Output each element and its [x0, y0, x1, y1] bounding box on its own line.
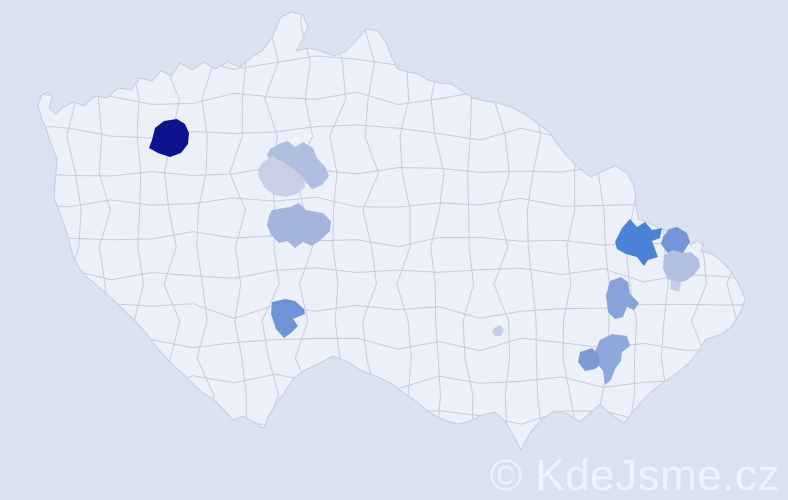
watermark-text: © KdeJsme.cz: [490, 451, 780, 500]
district-highlight-8[interactable]: [663, 250, 700, 284]
district-highlight-13[interactable]: [492, 325, 504, 336]
district-highlight-6[interactable]: [615, 219, 662, 266]
district-highlight-4[interactable]: [267, 203, 331, 248]
district-highlight-11[interactable]: [592, 334, 630, 385]
district-highlight-2[interactable]: [267, 141, 329, 189]
district-highlight-9[interactable]: [670, 280, 681, 292]
district-highlight-5[interactable]: [271, 299, 305, 338]
district-highlight-1[interactable]: [149, 119, 189, 157]
district-highlight-3[interactable]: [258, 156, 305, 197]
district-highlight-7[interactable]: [661, 227, 690, 258]
district-highlight-12[interactable]: [578, 348, 600, 371]
district-highlight-10[interactable]: [606, 277, 639, 319]
